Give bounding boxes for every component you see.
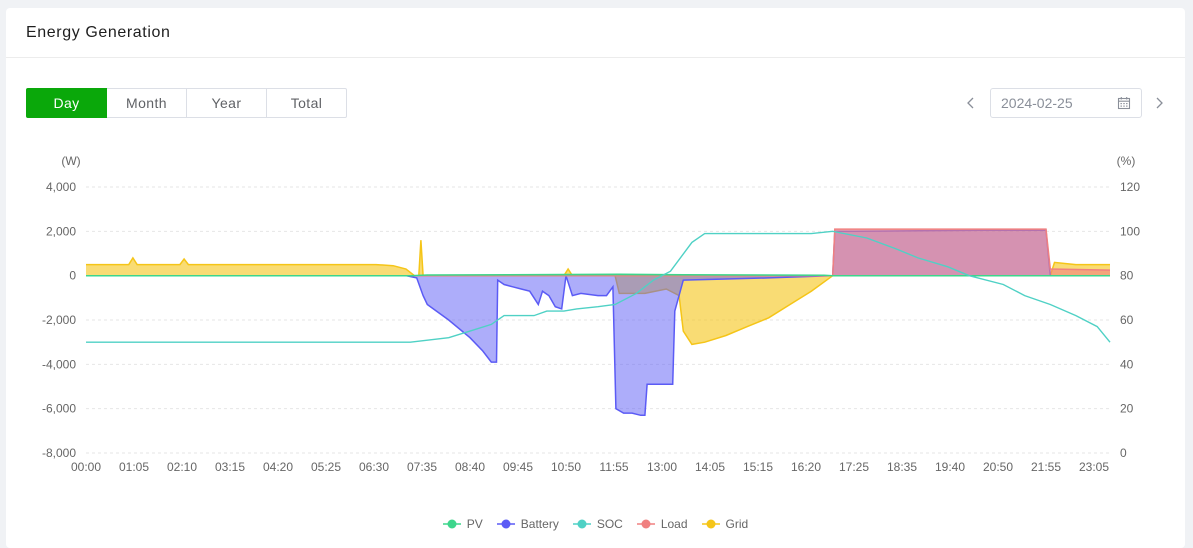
tab-year[interactable]: Year <box>187 88 267 118</box>
tab-month[interactable]: Month <box>107 88 187 118</box>
card-header: Energy Generation <box>6 8 1185 58</box>
y-right-tick-label: 60 <box>1120 313 1134 327</box>
x-tick-label: 03:15 <box>215 460 245 474</box>
y-left-tick-label: 0 <box>69 269 76 283</box>
legend-marker-icon <box>572 519 591 529</box>
x-tick-label: 15:15 <box>743 460 773 474</box>
y-left-tick-label: -8,000 <box>42 446 76 460</box>
legend-item-load[interactable]: Load <box>636 517 688 531</box>
series-area-grid <box>86 240 1110 345</box>
legend-label: Load <box>660 517 688 531</box>
x-tick-label: 13:00 <box>647 460 677 474</box>
date-picker-input[interactable]: 2024-02-25 <box>990 88 1142 118</box>
date-navigation: 2024-02-25 <box>961 88 1169 118</box>
x-tick-label: 11:55 <box>599 460 628 474</box>
y-left-tick-label: -6,000 <box>42 402 76 416</box>
x-tick-label: 05:25 <box>311 460 341 474</box>
legend-marker-icon <box>442 519 461 529</box>
x-tick-label: 01:05 <box>119 460 149 474</box>
legend-marker-icon <box>496 519 515 529</box>
chart-axes: 4,000 120 2,000 100 0 80 -2,000 60 -4,000 40 -6,00… <box>42 154 1140 474</box>
y-left-tick-label: 2,000 <box>46 224 76 238</box>
legend-label: PV <box>466 517 483 531</box>
y-right-axis-label: (%) <box>1117 154 1136 168</box>
legend-item-battery[interactable]: Battery <box>496 517 559 531</box>
card-title: Energy Generation <box>26 23 171 41</box>
legend-label: Grid <box>725 517 749 531</box>
chevron-right-icon[interactable] <box>1149 89 1169 117</box>
chart-series <box>86 228 1111 417</box>
date-value: 2024-02-25 <box>1001 95 1073 111</box>
energy-chart: 4,000 120 2,000 100 0 80 -2,000 60 -4,000 40 -6,00… <box>42 154 1140 474</box>
legend-label: Battery <box>520 517 559 531</box>
calendar-icon <box>1117 96 1131 110</box>
chart-legend: PV Battery SOC Load Grid <box>6 517 1185 531</box>
y-right-tick-label: 120 <box>1120 180 1140 194</box>
series-line-pv <box>86 273 1110 277</box>
series-line-battery <box>86 229 1110 417</box>
y-right-tick-label: 20 <box>1120 402 1134 416</box>
y-right-tick-label: 40 <box>1120 357 1134 371</box>
x-tick-label: 20:50 <box>983 460 1013 474</box>
series-line-load <box>86 228 1111 277</box>
legend-marker-icon <box>636 519 655 529</box>
x-tick-label: 04:20 <box>263 460 293 474</box>
legend-item-grid[interactable]: Grid <box>701 517 749 531</box>
y-right-tick-label: 0 <box>1120 446 1127 460</box>
y-right-tick-label: 80 <box>1120 269 1134 283</box>
y-right-tick-label: 100 <box>1120 224 1140 238</box>
x-tick-label: 02:10 <box>167 460 197 474</box>
x-tick-label: 09:45 <box>503 460 533 474</box>
x-tick-label: 06:30 <box>359 460 389 474</box>
legend-marker-icon <box>701 519 720 529</box>
x-tick-label: 18:35 <box>887 460 917 474</box>
x-tick-label: 21:55 <box>1031 460 1061 474</box>
y-left-tick-label: 4,000 <box>46 180 76 194</box>
series-line-soc <box>86 230 1111 343</box>
y-left-axis-label: (W) <box>61 154 80 168</box>
legend-label: SOC <box>596 517 623 531</box>
x-tick-label: 00:00 <box>71 460 101 474</box>
x-tick-label: 10:50 <box>551 460 581 474</box>
legend-item-soc[interactable]: SOC <box>572 517 623 531</box>
x-tick-label: 14:05 <box>695 460 725 474</box>
x-tick-label: 19:40 <box>935 460 965 474</box>
x-tick-label: 07:35 <box>407 460 437 474</box>
tab-day[interactable]: Day <box>26 88 107 118</box>
tab-total[interactable]: Total <box>267 88 347 118</box>
legend-item-pv[interactable]: PV <box>442 517 483 531</box>
chart-grid <box>86 186 1110 454</box>
x-tick-label: 23:05 <box>1079 460 1109 474</box>
x-tick-label: 17:25 <box>839 460 869 474</box>
period-tabs: Day Month Year Total <box>26 88 347 118</box>
x-tick-label: 16:20 <box>791 460 821 474</box>
series-area-load <box>86 229 1110 276</box>
x-tick-label: 08:40 <box>455 460 485 474</box>
energy-generation-card: Energy Generation Day Month Year Total 2… <box>6 8 1185 548</box>
chevron-left-icon[interactable] <box>961 89 981 117</box>
y-left-tick-label: -2,000 <box>42 313 76 327</box>
y-left-tick-label: -4,000 <box>42 357 76 371</box>
